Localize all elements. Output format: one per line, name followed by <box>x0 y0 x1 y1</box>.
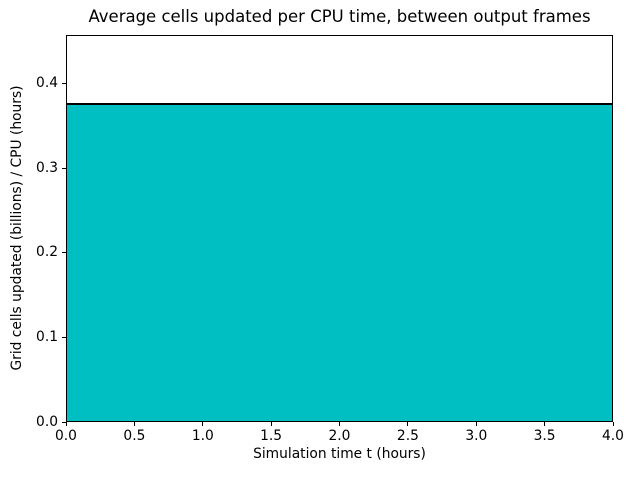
plot-area <box>66 35 613 422</box>
x-axis-label: Simulation time t (hours) <box>253 446 426 462</box>
chart-title: Average cells updated per CPU time, betw… <box>88 7 591 26</box>
x-tick-label: 0.5 <box>123 428 146 444</box>
x-tick-mark <box>475 422 477 426</box>
x-tick-label: 2.0 <box>328 428 351 444</box>
y-tick-mark <box>62 167 66 169</box>
area-series-fill <box>67 102 612 421</box>
y-tick-label: 0.2 <box>36 244 58 261</box>
x-tick-label: 1.5 <box>260 428 283 444</box>
y-tick-label: 0.0 <box>36 413 58 430</box>
y-tick-mark <box>62 252 66 254</box>
x-tick-mark <box>407 422 409 426</box>
x-tick-mark <box>65 422 67 426</box>
y-tick-label: 0.4 <box>36 74 58 91</box>
x-tick-mark <box>339 422 340 426</box>
y-axis-label: Grid cells updated (billions) / CPU (hou… <box>9 85 25 371</box>
y-tick-mark <box>62 336 66 338</box>
x-tick-label: 3.0 <box>465 428 488 444</box>
y-tick-mark <box>62 82 66 84</box>
x-tick-label: 0.0 <box>55 428 77 444</box>
x-tick-label: 4.0 <box>602 428 624 444</box>
x-tick-label: 1.0 <box>191 428 214 444</box>
y-tick-label: 0.1 <box>36 328 58 345</box>
x-tick-mark <box>133 422 135 426</box>
x-tick-mark <box>612 422 614 426</box>
y-tick-mark <box>62 421 66 423</box>
x-tick-label: 3.5 <box>533 428 556 444</box>
x-tick-mark <box>544 422 546 426</box>
x-tick-mark <box>202 422 204 426</box>
x-tick-mark <box>270 422 272 426</box>
x-tick-label: 2.5 <box>396 428 419 444</box>
y-tick-label: 0.3 <box>36 159 58 176</box>
